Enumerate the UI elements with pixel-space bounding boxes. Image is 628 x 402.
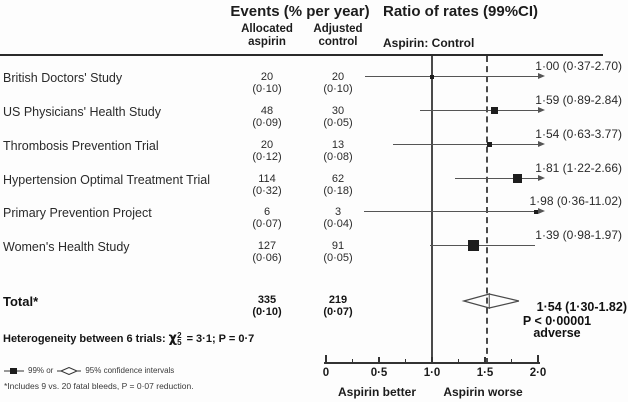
study-name: Thrombosis Prevention Trial	[3, 139, 159, 153]
control-events-value: 91 (0·05)	[323, 240, 353, 264]
ci-line	[420, 110, 538, 111]
axis-major-tick	[431, 357, 433, 362]
ci-95-diamond-icon	[57, 366, 82, 375]
ci-line	[455, 178, 538, 179]
axis-minor-tick	[405, 359, 406, 362]
ci-line	[392, 144, 538, 145]
axis-tick-label: 1·0	[423, 367, 441, 379]
point-estimate-marker	[533, 209, 538, 214]
axis-tick-label: 0·5	[370, 367, 388, 379]
allocated-aspirin-header: Allocated aspirin	[241, 23, 293, 48]
ci-arrow-right	[538, 107, 545, 113]
header-divider-rule	[0, 54, 603, 56]
axis-minor-tick	[458, 359, 459, 362]
chi-square-symbol: χ	[168, 331, 178, 346]
aspirin-events-value: 20 (0·10)	[252, 71, 282, 95]
ci-95-label: 95% confidence intervals	[85, 366, 175, 375]
ci-arrow-right	[538, 73, 545, 79]
fatal-bleeds-footnote: *Includes 9 vs. 20 fatal bleeds, P = 0·0…	[4, 381, 194, 391]
total-direction-label: adverse	[533, 326, 581, 340]
axis-major-tick	[537, 355, 539, 362]
heterogeneity-prefix: Heterogeneity between 6 trials:	[3, 333, 166, 345]
axis-left-label: Aspirin better	[337, 385, 416, 399]
aspirin-events-value: 20 (0·12)	[252, 139, 282, 163]
ci-99-square-icon	[4, 367, 24, 374]
control-events-value: 30 (0·05)	[323, 105, 353, 129]
axis-major-tick	[484, 357, 486, 362]
aspirin-events-value: 6 (0·07)	[252, 206, 282, 230]
aspirin-events-value: 48 (0·09)	[252, 105, 282, 129]
ci-line	[364, 211, 538, 212]
axis-tick-label: 1·5	[476, 367, 494, 379]
control-events-value: 13 (0·08)	[323, 139, 353, 163]
ratio-ci-label: 1·59 (0·89-2.84)	[535, 93, 622, 107]
ratio-ci-label: 1·00 (0·37-2.70)	[535, 59, 622, 73]
events-column-title: Events (% per year)	[230, 3, 370, 20]
ci-99-label: 99% or	[28, 366, 54, 375]
point-estimate-marker	[491, 107, 499, 114]
ratio-ci-label: 1·81 (1·22-2.66)	[535, 161, 622, 175]
total-control-value: 219 (0·07)	[323, 294, 353, 318]
adjusted-control-header: Adjusted control	[313, 23, 363, 48]
point-estimate-marker	[467, 240, 479, 251]
aspirin-events-value: 114 (0·32)	[252, 173, 282, 197]
ratio-axis-line	[324, 362, 540, 364]
control-events-value: 20 (0·10)	[323, 71, 353, 95]
reference-line-1-0	[431, 56, 433, 364]
ci-arrow-right	[538, 208, 545, 214]
ci-line	[429, 245, 535, 246]
total-label: Total*	[3, 294, 39, 309]
aspirin-events-value: 127 (0·06)	[252, 240, 282, 264]
ci-arrow-right	[538, 175, 545, 181]
ci-legend: 99% or 95% confidence intervals	[4, 366, 174, 375]
study-name: British Doctors' Study	[3, 71, 123, 85]
point-estimate-marker	[486, 142, 492, 147]
axis-minor-tick	[511, 359, 512, 362]
study-name: Women's Health Study	[3, 240, 130, 254]
study-name: US Physicians' Health Study	[3, 105, 162, 119]
total-aspirin-value: 335 (0·10)	[252, 294, 282, 318]
aspirin-control-subtitle: Aspirin: Control	[383, 36, 475, 50]
point-estimate-marker	[513, 174, 523, 183]
overall-estimate-dashed-line	[486, 56, 489, 364]
total-ratio-label: 1·54 (1·30-1.82)	[536, 300, 627, 314]
axis-major-tick	[378, 357, 380, 362]
study-name: Hypertension Optimal Treatment Trial	[3, 173, 211, 187]
axis-tick-label: 2·0	[529, 367, 547, 379]
total-p-value: P < 0·00001	[522, 314, 592, 328]
ci-arrow-right	[538, 141, 545, 147]
ratio-column-title: Ratio of rates (99%CI)	[383, 3, 539, 20]
point-estimate-marker	[430, 74, 434, 79]
ratio-ci-label: 1·54 (0·63-3.77)	[535, 127, 622, 141]
ci-line	[365, 76, 538, 77]
heterogeneity-result: = 3·1; P = 0·7	[186, 333, 255, 345]
study-name: Primary Prevention Project	[3, 206, 152, 220]
axis-minor-tick	[352, 359, 353, 362]
axis-major-tick	[325, 355, 327, 362]
axis-right-label: Aspirin worse	[443, 385, 523, 399]
control-events-value: 3 (0·04)	[323, 206, 353, 230]
control-events-value: 62 (0·18)	[323, 173, 353, 197]
ratio-ci-label: 1·39 (0·98-1.97)	[535, 228, 622, 242]
ratio-ci-label: 1·98 (0·36-11.02)	[529, 194, 623, 208]
axis-tick-label: 0	[322, 367, 330, 379]
